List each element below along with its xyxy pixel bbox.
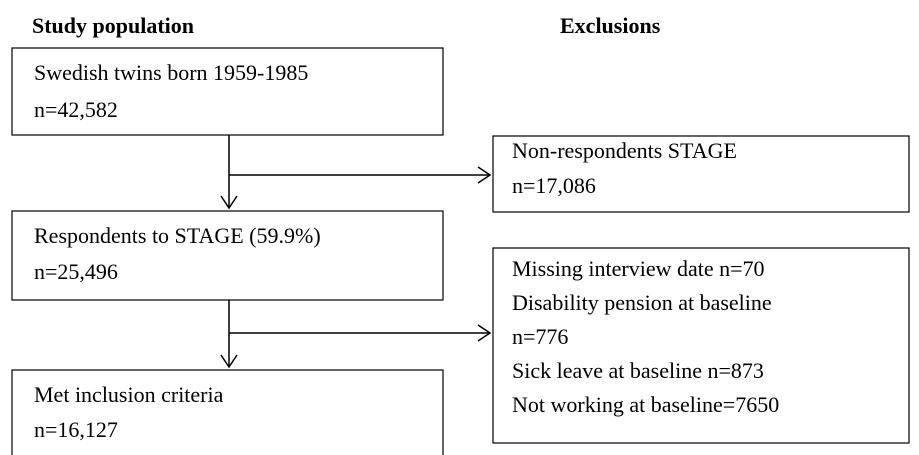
node-text: Swedish twins born 1959-1985	[34, 60, 308, 85]
node-text: Sick leave at baseline n=873	[512, 358, 764, 383]
box	[11, 210, 444, 301]
node-text: n=16,127	[34, 417, 118, 442]
node-text: Disability pension at baseline	[512, 290, 772, 315]
box	[492, 135, 910, 213]
node-text: Met inclusion criteria	[34, 382, 224, 407]
arrowhead	[220, 195, 238, 210]
box	[11, 47, 444, 136]
node-text: Respondents to STAGE (59.9%)	[34, 223, 321, 248]
node-text: Not working at baseline=7650	[512, 392, 779, 417]
node-text: n=25,496	[34, 259, 118, 284]
node-text: n=42,582	[34, 97, 118, 122]
arrowhead	[220, 354, 238, 369]
box	[492, 247, 910, 444]
arrowhead	[477, 324, 492, 342]
box	[11, 369, 444, 455]
node-text: n=776	[512, 324, 568, 349]
header: Study population	[32, 13, 194, 38]
node-text: n=17,086	[512, 173, 596, 198]
node-text: Missing interview date n=70	[512, 256, 765, 281]
header: Exclusions	[560, 13, 661, 38]
node-text: Non-respondents STAGE	[512, 138, 737, 163]
arrowhead	[477, 166, 492, 184]
